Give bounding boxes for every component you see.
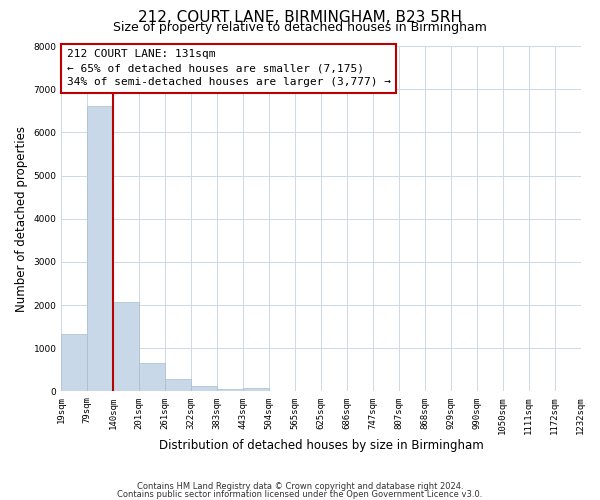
Bar xyxy=(61,334,88,392)
Text: 212, COURT LANE, BIRMINGHAM, B23 5RH: 212, COURT LANE, BIRMINGHAM, B23 5RH xyxy=(138,10,462,25)
Bar xyxy=(88,106,113,392)
Text: 212 COURT LANE: 131sqm
← 65% of detached houses are smaller (7,175)
34% of semi-: 212 COURT LANE: 131sqm ← 65% of detached… xyxy=(67,50,391,88)
X-axis label: Distribution of detached houses by size in Birmingham: Distribution of detached houses by size … xyxy=(158,440,484,452)
Bar xyxy=(217,389,243,392)
Bar xyxy=(165,379,191,392)
Bar xyxy=(113,302,139,392)
Bar xyxy=(191,386,217,392)
Y-axis label: Number of detached properties: Number of detached properties xyxy=(15,126,28,312)
Text: Contains public sector information licensed under the Open Government Licence v3: Contains public sector information licen… xyxy=(118,490,482,499)
Bar xyxy=(243,388,269,392)
Bar xyxy=(139,364,165,392)
Text: Size of property relative to detached houses in Birmingham: Size of property relative to detached ho… xyxy=(113,21,487,34)
Text: Contains HM Land Registry data © Crown copyright and database right 2024.: Contains HM Land Registry data © Crown c… xyxy=(137,482,463,491)
